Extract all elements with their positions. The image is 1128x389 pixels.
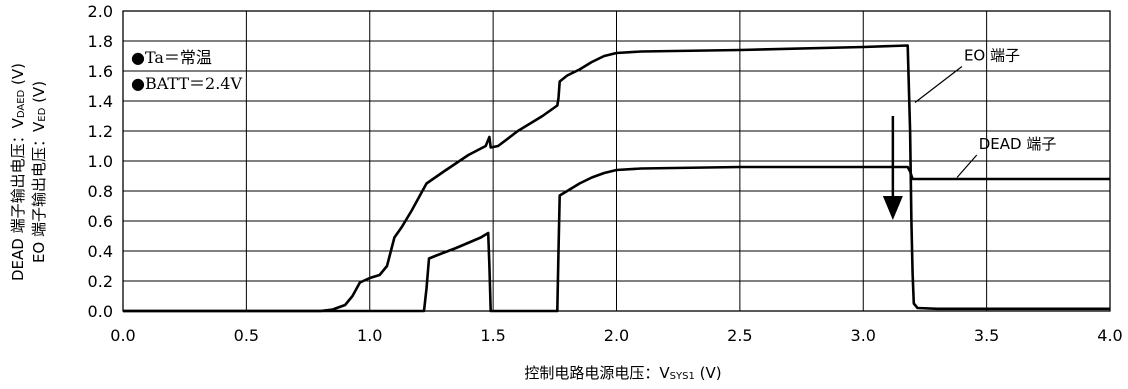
y-tick-label: 1.8 xyxy=(88,32,113,51)
plot-frame xyxy=(122,10,1111,312)
series-line-dead-端子 xyxy=(123,165,1110,313)
x-tick-label: 0.0 xyxy=(110,326,135,345)
x-tick-label: 1.0 xyxy=(357,326,382,345)
y-tick-label: 2.0 xyxy=(88,2,113,21)
condition-battery: ●BATT＝2.4V xyxy=(131,74,242,93)
y-tick-labels: 0.0 0.2 0.4 0.6 0.8 1.0 1.2 1.4 1.6 1.8 2.0 xyxy=(88,2,113,321)
x-tick-label: 0.5 xyxy=(234,326,259,345)
series-line-eo-端子 xyxy=(123,44,1110,313)
x-tick-labels: 0.0 0.5 1.0 1.5 2.0 2.5 3.0 3.5 4.0 xyxy=(110,326,1122,345)
x-tick-label: 1.5 xyxy=(480,326,505,345)
x-tick-label: 3.5 xyxy=(974,326,999,345)
y-tick-label: 0.6 xyxy=(88,212,113,231)
y-tick-label: 1.0 xyxy=(88,152,113,171)
x-tick-label: 2.5 xyxy=(727,326,752,345)
annotation-leader-line xyxy=(914,66,963,103)
arrow-head xyxy=(882,196,903,220)
series-lines xyxy=(123,44,1110,313)
annotation-leader-line xyxy=(956,154,978,178)
y-tick-label: 0.0 xyxy=(88,302,113,321)
condition-temperature: ●Ta＝常温 xyxy=(131,48,212,67)
x-tick-label: 2.0 xyxy=(604,326,629,345)
y-axis-label-eo: EO 端子输出电压：VED (V) xyxy=(30,81,48,263)
y-tick-label: 0.4 xyxy=(88,242,113,261)
x-axis-label: 控制电路电源电压：VSYS1 (V) xyxy=(524,364,721,382)
y-tick-label: 1.2 xyxy=(88,122,113,141)
annotation-label: EO 端子 xyxy=(964,47,1020,65)
annotation-label: DEAD 端子 xyxy=(979,135,1057,153)
y-tick-label: 0.2 xyxy=(88,272,113,291)
annotations: EO 端子 DEAD 端子 xyxy=(882,47,1057,220)
y-tick-label: 1.6 xyxy=(88,62,113,81)
grid-lines xyxy=(122,10,1111,312)
y-tick-label: 0.8 xyxy=(88,182,113,201)
x-tick-label: 3.0 xyxy=(851,326,876,345)
x-tick-label: 4.0 xyxy=(1097,326,1122,345)
y-axis-label-dead: DEAD 端子输出电压：VDAED (V) xyxy=(9,63,27,281)
y-tick-label: 1.4 xyxy=(88,92,113,111)
